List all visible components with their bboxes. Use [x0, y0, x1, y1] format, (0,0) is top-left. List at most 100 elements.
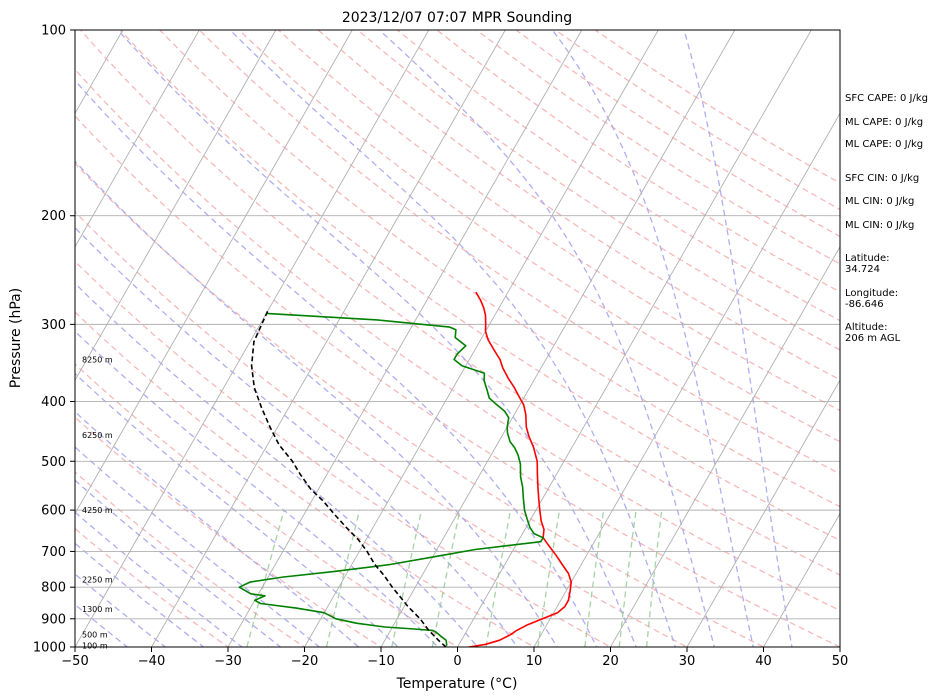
moist-adiabat-line	[75, 79, 598, 647]
background-grid	[75, 16, 947, 660]
dry-adiabat-line	[198, 30, 840, 475]
height-label: 1300 m	[82, 605, 113, 614]
x-tick-label: 20	[602, 654, 619, 669]
moist-adiabat-line	[75, 479, 282, 647]
moist-adiabat-line	[75, 282, 479, 647]
x-tick-label: −40	[138, 654, 165, 669]
isotherm-line	[303, 30, 659, 647]
x-axis-ticks: −50 −40 −30 −20 −10 0 10 20 30 40 50	[61, 647, 848, 669]
y-tick-label: 400	[41, 395, 66, 410]
dry-adiabat-line	[80, 30, 840, 576]
isotherm-line	[762, 512, 840, 647]
info-item: Altitude: 206 m AGL	[845, 322, 901, 344]
y-tick-label: 700	[41, 545, 66, 560]
y-tick-label: 300	[41, 318, 66, 333]
sounding-traces	[238, 291, 572, 647]
moist-adiabat-line	[379, 30, 715, 647]
y-tick-label: 600	[41, 504, 66, 519]
info-item: ML CAPE: 0 J/kg	[845, 117, 924, 128]
moist-adiabat-line	[75, 603, 129, 647]
height-label: 2250 m	[82, 576, 113, 585]
moist-adiabat-line	[75, 511, 244, 647]
dry-adiabat-line	[75, 527, 230, 647]
dry-adiabat-line	[75, 260, 612, 647]
isotherm-line	[456, 30, 812, 647]
sounding-series-1-line	[468, 291, 572, 647]
info-item: ML CIN: 0 J/kg	[845, 196, 915, 207]
sounding-series-2-line	[238, 312, 544, 646]
isotherm-line	[75, 30, 277, 382]
dry-adiabat-line	[436, 30, 840, 293]
mixing-ratio-line	[645, 510, 663, 647]
dry-adiabat-line	[75, 162, 765, 647]
moist-adiabat-line	[229, 30, 676, 647]
moist-adiabat-line	[75, 372, 400, 647]
dry-adiabat-line	[75, 68, 840, 612]
mixing-ratio-line	[537, 509, 561, 647]
y-axis-ticks: 100 200 300 400 500 600 700 800 900 1000	[33, 24, 75, 656]
x-tick-label: 0	[453, 654, 461, 669]
moist-adiabat-line	[75, 330, 439, 647]
x-tick-label: −50	[61, 654, 88, 669]
dry-adiabat-line	[75, 471, 306, 647]
isotherm-line	[227, 30, 583, 647]
isotherm-line	[380, 30, 736, 647]
height-label: 100 m	[82, 642, 108, 651]
y-tick-label: 800	[41, 581, 66, 596]
x-tick-label: 50	[832, 654, 849, 669]
dry-adiabat-line	[75, 115, 840, 647]
height-label: 8250 m	[82, 355, 113, 364]
dry-adiabat-line	[75, 210, 689, 647]
moist-adiabat-line	[551, 30, 754, 647]
x-tick-label: −30	[214, 654, 241, 669]
dry-adiabat-line	[357, 30, 840, 351]
x-tick-label: 30	[679, 654, 696, 669]
isotherm-line	[75, 30, 353, 515]
x-tick-label: −20	[291, 654, 318, 669]
mixing-ratio-line	[431, 509, 461, 647]
moist-adiabat-line	[75, 410, 360, 647]
isotherm-line	[609, 245, 840, 647]
isotherm-line	[686, 379, 840, 647]
x-tick-label: −10	[367, 654, 394, 669]
dry-adiabat-line	[238, 30, 840, 443]
moist-adiabat-line	[683, 30, 793, 647]
dry-adiabat-line	[159, 30, 840, 508]
height-label: 6250 m	[82, 431, 113, 440]
dry-adiabat-line	[75, 311, 536, 647]
height-label: 4250 m	[82, 506, 113, 515]
y-tick-label: 500	[41, 455, 66, 470]
info-item: ML CIN: 0 J/kg	[845, 220, 915, 231]
info-item: ML CAPE: 0 J/kg	[845, 139, 924, 150]
mixing-ratio-line	[391, 509, 423, 647]
moist-adiabat-line	[75, 160, 558, 647]
dry-adiabat-line	[119, 30, 840, 542]
x-axis-label: Temperature (°C)	[396, 676, 518, 692]
moist-adiabat-line	[75, 542, 205, 647]
y-tick-label: 900	[41, 612, 66, 627]
isotherm-line	[150, 30, 506, 647]
dry-adiabat-line	[75, 363, 459, 647]
height-labels: 100 m 500 m 1300 m 2250 m 4250 m 6250 m 8250 m	[82, 355, 113, 650]
isotherm-line	[533, 112, 840, 647]
info-item: SFC CIN: 0 J/kg	[845, 173, 920, 184]
y-tick-label: 100	[41, 24, 66, 39]
mixing-ratio-line	[325, 509, 361, 647]
y-axis-label: Pressure (hPa)	[8, 288, 24, 388]
x-tick-label: 10	[526, 654, 543, 669]
isotherm-line	[909, 16, 947, 660]
info-item: SFC CAPE: 0 J/kg	[845, 93, 928, 104]
info-item: Latitude: 34.724	[845, 253, 890, 275]
y-tick-label: 200	[41, 209, 66, 224]
info-item: Longitude: -86.646	[845, 288, 899, 310]
moist-adiabat-line	[75, 573, 167, 647]
moist-adiabat-line	[75, 226, 519, 647]
mixing-ratio-line	[485, 509, 512, 647]
height-label: 500 m	[82, 631, 108, 640]
chart-title: 2023/12/07 07:07 MPR Sounding	[342, 10, 572, 26]
isotherm-line	[75, 30, 200, 248]
y-tick-label: 1000	[33, 641, 66, 656]
dry-adiabat-line	[317, 30, 840, 381]
x-tick-label: 40	[755, 654, 772, 669]
